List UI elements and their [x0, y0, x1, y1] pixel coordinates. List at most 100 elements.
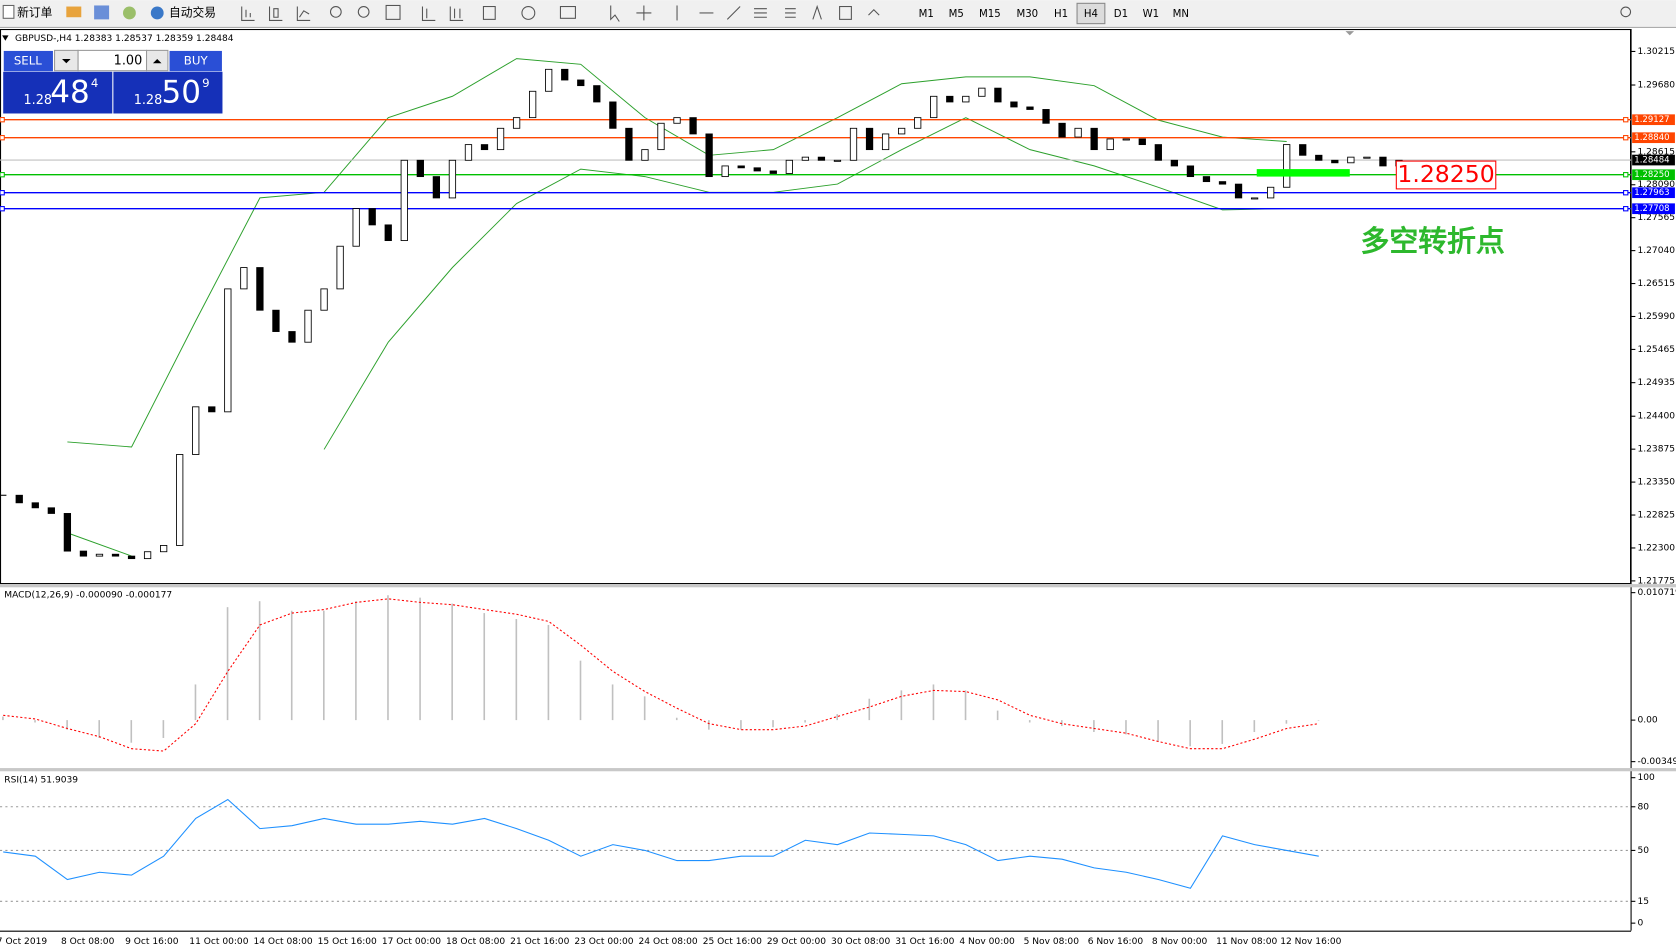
candle — [1026, 106, 1034, 110]
new-order-button[interactable]: 新订单 — [17, 5, 52, 19]
icon[interactable] — [868, 8, 880, 16]
search-icon[interactable] — [1620, 6, 1632, 18]
icon[interactable] — [329, 5, 342, 18]
icon[interactable] — [812, 4, 822, 20]
icon[interactable] — [94, 5, 110, 20]
sell-price-box[interactable] — [3, 71, 113, 114]
buy-label[interactable]: BUY — [184, 54, 209, 68]
sell-price-prefix: 1.28 — [24, 93, 53, 108]
turning-point-note: 多空转折点 — [1360, 224, 1504, 258]
candle — [1283, 144, 1291, 188]
macd-bar — [162, 720, 165, 738]
toolbar-icons — [241, 4, 1632, 22]
level-handle — [0, 190, 5, 196]
timeframe-button[interactable]: W1 — [1143, 9, 1160, 20]
candle — [240, 267, 248, 290]
level-handle — [0, 206, 5, 212]
candle — [817, 156, 826, 161]
panel-separator — [0, 584, 1676, 588]
timeframe-button[interactable]: M1 — [919, 9, 934, 20]
icon[interactable] — [839, 5, 852, 20]
y-tick-label: 1.23350 — [1637, 478, 1675, 488]
x-tick-label: 11 Nov 08:00 — [1216, 937, 1277, 947]
icon[interactable] — [785, 8, 796, 18]
auto-trading-icon[interactable] — [150, 6, 164, 20]
macd-bar — [643, 696, 646, 721]
icon[interactable] — [610, 5, 620, 22]
macd-bar — [1028, 720, 1031, 723]
macd-bar — [226, 607, 229, 721]
candle — [753, 167, 761, 172]
sell-label[interactable]: SELL — [14, 54, 42, 68]
icon[interactable] — [636, 5, 652, 21]
icon[interactable] — [754, 8, 767, 18]
level-label: 1.28840 — [1634, 133, 1669, 143]
candle — [609, 101, 617, 129]
timeframe-button[interactable]: M15 — [979, 9, 1001, 20]
icon[interactable] — [268, 6, 283, 21]
buy-price-box[interactable] — [113, 71, 223, 114]
level-handle — [0, 117, 5, 123]
level-handle — [0, 135, 5, 141]
icon[interactable] — [357, 5, 370, 18]
candle — [801, 156, 810, 161]
icon[interactable] — [449, 6, 464, 21]
macd-bar — [1125, 720, 1127, 735]
icon[interactable] — [559, 5, 576, 19]
macd-bar — [1221, 720, 1224, 744]
icon[interactable] — [726, 6, 741, 20]
candle — [272, 309, 280, 332]
candle — [593, 85, 601, 103]
auto-trading-button[interactable]: 自动交易 — [169, 5, 216, 19]
y-tick-label: 1.27565 — [1637, 213, 1675, 223]
macd-bar — [1093, 720, 1095, 733]
macd-bar — [1157, 720, 1159, 742]
macd-bar — [836, 714, 838, 721]
candle — [464, 144, 473, 161]
candle — [1042, 109, 1050, 124]
candle — [689, 117, 697, 135]
sell-price-fraction: 4 — [91, 76, 98, 90]
new-order-icon[interactable] — [2, 4, 15, 19]
icon[interactable] — [521, 5, 536, 20]
bollinger-band — [67, 58, 1287, 448]
dropdown-icon[interactable] — [2, 35, 9, 41]
level-label: 1.27708 — [1634, 204, 1669, 214]
x-tick-label: 11 Oct 00:00 — [189, 937, 248, 947]
macd-bar — [547, 624, 550, 721]
timeframe-button[interactable]: D1 — [1114, 9, 1128, 20]
x-tick-label: 23 Oct 00:00 — [574, 937, 633, 947]
y-tick-label: 1.27040 — [1637, 246, 1675, 256]
candle — [416, 159, 424, 178]
candle — [320, 288, 328, 311]
icon[interactable] — [241, 6, 255, 21]
icon[interactable] — [296, 6, 311, 21]
timeframe-button[interactable]: H4 — [1084, 9, 1098, 20]
icon[interactable] — [421, 6, 436, 21]
candle — [1170, 159, 1179, 167]
y-tick-label: 15 — [1637, 897, 1649, 907]
y-tick-label: 1.24400 — [1637, 412, 1675, 422]
y-tick-label: 1.30215 — [1637, 47, 1675, 57]
macd-bar — [804, 720, 806, 723]
candle — [1122, 138, 1130, 141]
icon[interactable] — [482, 5, 496, 20]
y-tick-label: 0.010719 — [1637, 588, 1676, 598]
level-handle — [1623, 172, 1629, 178]
icon[interactable] — [385, 4, 401, 20]
candle — [1218, 181, 1227, 185]
level-label: 1.28250 — [1634, 170, 1669, 180]
icon[interactable] — [122, 6, 136, 20]
macd-bar — [419, 597, 421, 721]
timeframe-button[interactable]: MN — [1173, 9, 1189, 20]
volume-value[interactable]: 1.00 — [114, 54, 143, 69]
timeframe-button[interactable]: M5 — [949, 9, 964, 20]
bollinger-band — [67, 117, 1287, 557]
timeframe-button[interactable]: M30 — [1016, 9, 1038, 20]
candle — [625, 127, 633, 161]
timeframe-button[interactable]: H1 — [1054, 9, 1068, 20]
chart-title: GBPUSD-,H4 1.28383 1.28537 1.28359 1.284… — [15, 34, 234, 44]
icon[interactable] — [66, 6, 82, 18]
candle — [849, 127, 858, 161]
